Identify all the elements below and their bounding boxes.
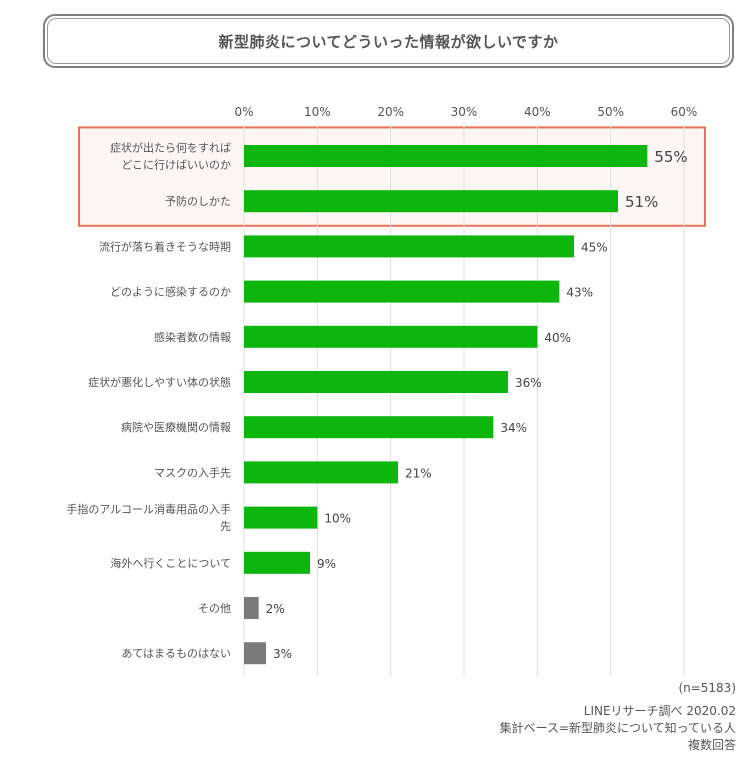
category-label: 流行が落ち着きそうな時期 [99, 239, 231, 253]
value-label: 36% [515, 376, 542, 390]
bar [244, 145, 648, 167]
category-label: 先 [220, 520, 231, 533]
value-label: 55% [654, 148, 687, 166]
bar [244, 371, 508, 393]
bar [244, 551, 310, 574]
chart-title-box: 新型肺炎についてどういった情報が欲しいですか [43, 14, 734, 68]
bar-chart: 0% 10% 20% 30% 40% 50% 60% 症状が出たら何をすればどこに行けばいいの… [66, 105, 706, 676]
bar [244, 190, 618, 213]
bar [244, 506, 318, 529]
base-note: 集計ベース=新型肺炎について知っている人 [499, 721, 737, 735]
category-label: 感染者数の情報 [154, 330, 231, 344]
category-label: 症状が出たら何をすれば [110, 141, 231, 155]
category-label: 手指のアルコール消毒用品の入手 [66, 502, 231, 516]
x-tick-label: 30% [451, 105, 478, 119]
sample-size-note: (n=5183) [678, 681, 736, 695]
value-label: 21% [405, 466, 432, 480]
value-label: 10% [324, 512, 351, 526]
x-tick-label: 50% [597, 105, 624, 119]
bar [244, 235, 574, 258]
category-label: どのように感染するのか [110, 285, 231, 299]
bar [244, 642, 266, 665]
bar [244, 461, 398, 484]
category-label: あてはまるものはない [121, 647, 231, 660]
value-label: 3% [273, 647, 292, 661]
category-label: マスクの入手先 [154, 465, 231, 479]
category-label: 病院や医療機関の情報 [121, 420, 231, 434]
bar [244, 280, 560, 303]
x-tick-label: 60% [671, 105, 698, 119]
category-label: 予防のしかた [165, 194, 231, 208]
value-label: 51% [625, 193, 658, 211]
value-label: 9% [317, 557, 336, 571]
value-label: 40% [544, 331, 571, 345]
value-label: 34% [500, 421, 527, 435]
answer-type-note: 複数回答 [687, 738, 736, 752]
value-label: 43% [566, 286, 593, 300]
category-label: どこに行けばいいのか [121, 159, 231, 172]
bar [244, 416, 494, 439]
bar [244, 325, 538, 348]
x-tick-label: 20% [377, 105, 404, 119]
value-label: 45% [581, 240, 608, 254]
bar [244, 597, 259, 619]
category-label: 海外へ行くことについて [110, 556, 231, 570]
category-label: その他 [198, 602, 231, 615]
source-note: LINEリサーチ調べ 2020.02 [583, 704, 736, 718]
x-tick-label: 10% [304, 105, 331, 119]
value-label: 2% [266, 602, 285, 616]
x-tick-label: 0% [234, 105, 253, 119]
category-label: 症状が悪化しやすい体の状態 [88, 375, 231, 389]
x-tick-label: 40% [524, 105, 551, 119]
